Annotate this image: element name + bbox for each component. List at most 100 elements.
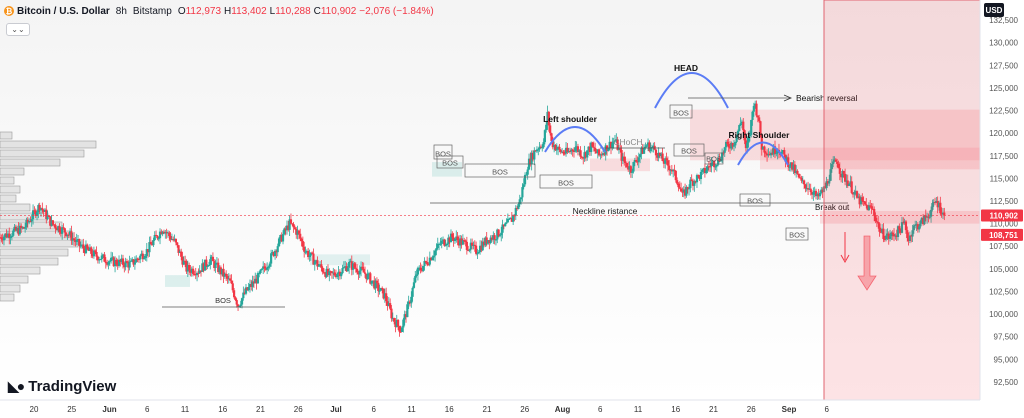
candle-body [476,253,479,255]
candle-body [539,146,543,148]
candle-body [72,238,76,241]
candle-body [263,266,266,269]
candle-body [345,266,348,272]
open-label: O [177,5,186,17]
candle-body [285,225,289,231]
candle-body [687,188,691,190]
candle-body [542,142,545,148]
right-shoulder-label: Right Shoulder [729,130,791,140]
candle-body [375,280,379,283]
candle-body [468,249,471,251]
candle-body [710,162,713,167]
candle-body [47,215,51,217]
candle-body [661,153,664,162]
candle-body [740,121,744,124]
candle-body [701,169,704,172]
candle-body [337,271,340,274]
candle-body [439,243,442,245]
candle-body [866,205,869,211]
candle-body [574,147,577,152]
candle-body [31,210,35,220]
currency-badge[interactable]: USD [984,3,1004,17]
candle-body [297,230,300,234]
candle-body [367,273,371,275]
candle-body [49,216,52,226]
symbol-name[interactable]: Bitcoin / U.S. Dollar [17,5,110,17]
candle-body [772,146,775,155]
volume-profile-bar [0,248,69,257]
candle-body [624,161,627,164]
candle-body [416,267,420,275]
candle-body [566,147,569,153]
candle-body [111,257,114,259]
bos-label: BOS [681,147,697,156]
candle-body [493,235,496,240]
candle-body [722,152,725,154]
candle-body [705,170,708,174]
bos-label: BOS [789,231,805,240]
candle-body [8,233,11,239]
candle-body [563,153,566,155]
candle-body [314,260,318,262]
candle-body [818,192,822,197]
candle-body [881,228,884,233]
candle-body [587,146,590,151]
candle-body [657,152,660,158]
candle-body [682,189,685,193]
candle-body [754,103,757,106]
x-tick-label: 6 [825,405,830,414]
candle-body [326,268,330,276]
candle-body [928,216,931,218]
candle-body [851,192,855,195]
candle-body [639,154,642,158]
candle-body [594,147,597,152]
candle-body [227,278,230,280]
candle-body [386,301,389,306]
candle-body [691,180,695,186]
candle-body [136,258,139,260]
candle-body [246,287,249,291]
volume-profile-bar [0,284,21,293]
candle-body [940,213,943,215]
candle-body [469,242,472,250]
candle-body [846,180,849,186]
candle-body [821,189,824,193]
candle-body [84,244,88,254]
candle-body [560,151,564,153]
candle-body [50,220,53,226]
candle-body [791,162,794,170]
candle-body [694,181,697,183]
candle-body [378,290,381,292]
candle-body [751,111,754,120]
candle-body [408,301,412,304]
candle-body [18,225,21,235]
candle-body [100,255,103,260]
candle-body [275,250,278,253]
candle-body [829,169,832,181]
candle-body [268,263,271,267]
candle-body [181,256,184,265]
candle-body [400,327,404,332]
candle-body [553,144,556,148]
candle-body [373,280,376,289]
candle-body [853,191,856,195]
candle-body [415,274,418,276]
candle-body [199,270,203,272]
candle-body [103,254,106,262]
candle-body [781,150,785,153]
candle-body [908,235,912,241]
candle-body [830,164,833,170]
candle-body [752,105,755,112]
candle-body [414,275,417,283]
collapse-indicators-button[interactable]: ⌄⌄ [6,23,30,36]
candle-body [535,149,539,152]
candle-body [150,244,154,246]
candle-body [633,160,636,163]
candle-body [412,282,416,288]
x-tick-label: 16 [445,405,454,414]
candle-body [162,231,166,234]
candle-body [803,180,806,185]
x-tick-label: 6 [598,405,603,414]
timeframe[interactable]: 8h [115,5,127,17]
